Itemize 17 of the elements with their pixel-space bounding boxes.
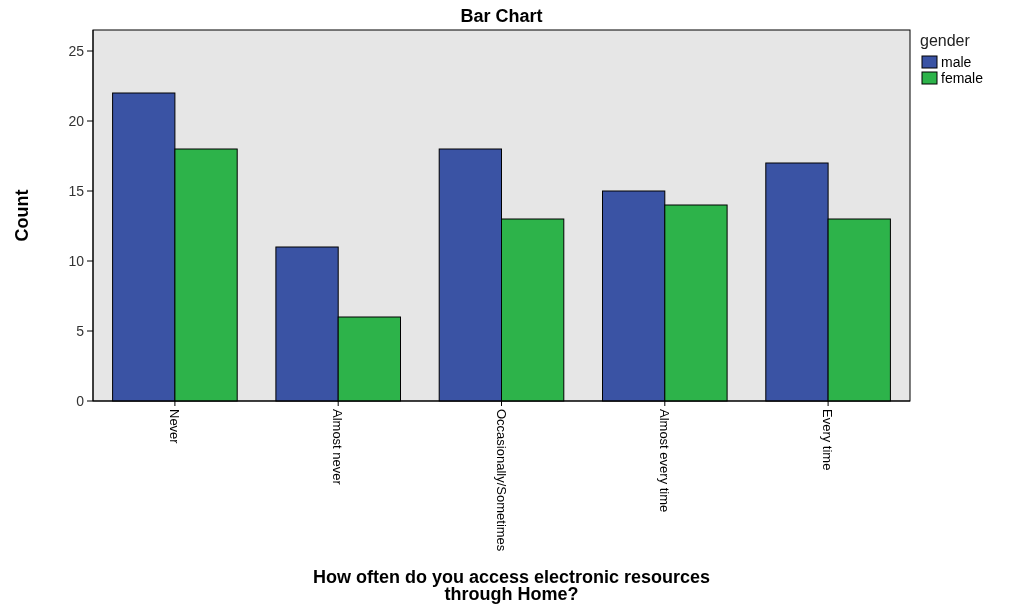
x-axis-title: How often do you access electronic resources through Home? [312,567,711,604]
legend-label: male [941,54,972,70]
y-tick-label: 5 [76,322,85,339]
legend-title: gender [920,32,971,49]
y-axis-title: Count [12,189,32,242]
x-tick-label: Never [166,409,182,445]
y-tick-label: 10 [68,252,85,269]
y-tick-label: 15 [68,182,85,199]
x-tick-label: Every time [820,409,836,471]
y-tick-label: 20 [68,112,85,129]
y-tick-label: 25 [68,42,85,59]
legend-label: female [941,70,984,86]
chart-title: Bar Chart [460,6,543,26]
x-tick-label: Occasionally/Sometimes [493,409,509,552]
x-tick-label: Almost every time [656,409,672,513]
y-tick-label: 0 [76,392,85,409]
x-tick-label: Almost never [330,409,346,486]
